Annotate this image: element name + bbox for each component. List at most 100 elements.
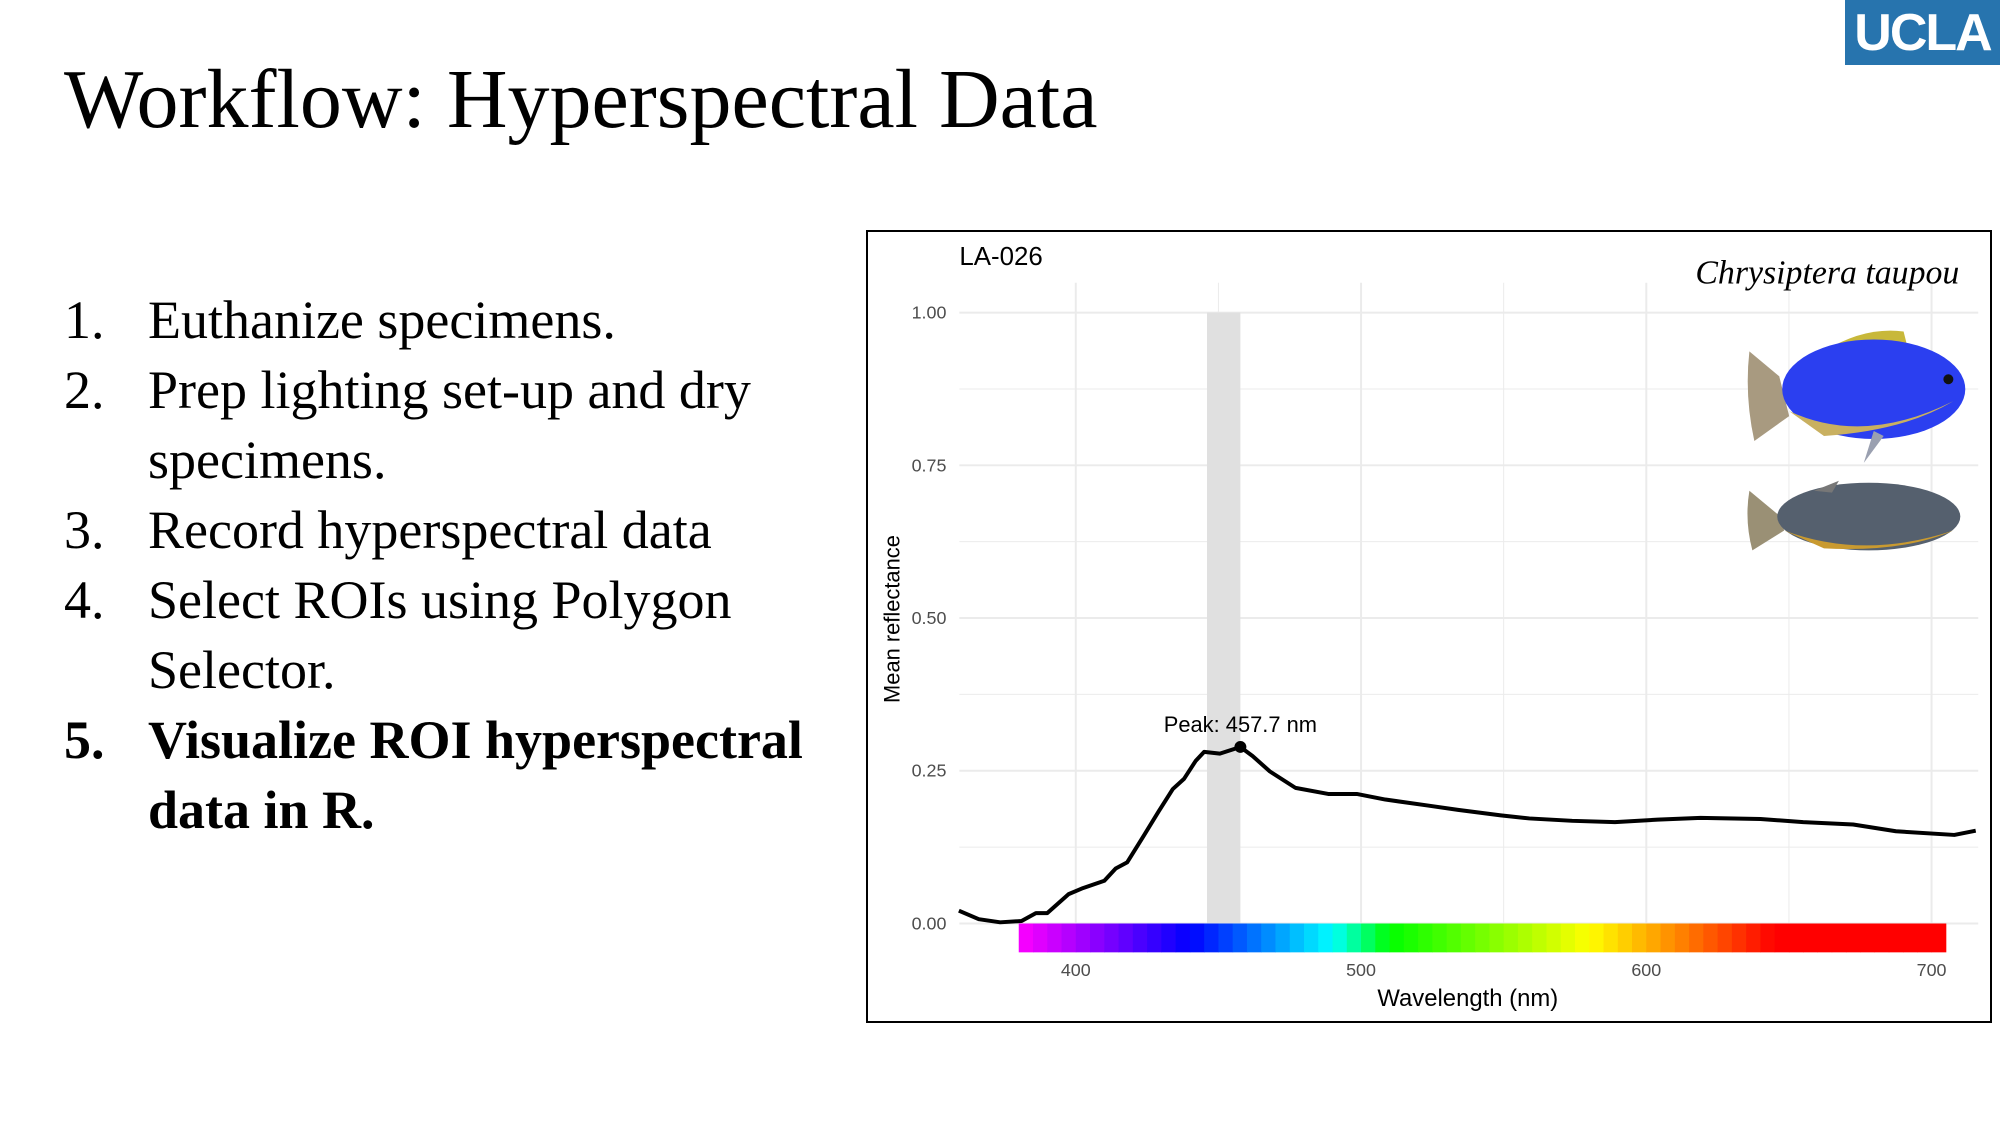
spectrum-bar-segment — [1204, 923, 1219, 953]
workflow-step: 5. Visualize ROI hyperspectral data in R. — [64, 705, 864, 845]
spectrum-bar-segment — [1161, 923, 1177, 953]
x-tick-label: 700 — [1917, 960, 1947, 980]
spectrum-bar-segment — [1332, 923, 1348, 953]
spectrum-bar-segment — [1703, 923, 1719, 953]
spectrum-bar-segment — [1560, 923, 1576, 953]
spectrum-bar-segment — [1375, 923, 1391, 953]
spectrum-bar-segment — [1731, 923, 1747, 953]
workflow-step: 2. Prep lighting set-up and dry specimens… — [64, 355, 864, 495]
step-number: 3. — [64, 500, 105, 560]
spectrum-bar-segment — [1090, 923, 1105, 953]
spectrum-bar-segment — [1232, 923, 1248, 953]
step-text: Visualize ROI hyperspectral data in R. — [148, 710, 803, 840]
spectrum-bar-segment — [1760, 923, 1776, 953]
spectrum-bar-segment — [1460, 923, 1476, 953]
y-tick-label: 1.00 — [912, 303, 947, 323]
spectrum-bar-segment — [1931, 923, 1947, 953]
chart-title: LA-026 — [959, 243, 1042, 271]
spectrum-bar-segment — [1489, 923, 1505, 953]
spectrum-bar-segment — [1845, 923, 1861, 953]
spectrum-bar-segment — [1831, 923, 1847, 953]
spectrum-bar-segment — [1674, 923, 1690, 953]
chart-svg: Peak: 457.7 nm 400 500 600 700 0.00 0.25 0.50 0… — [880, 243, 1979, 1012]
spectrum-bar-segment — [1403, 923, 1419, 953]
spectrum-bar-segment — [1574, 923, 1590, 953]
step-number: 1. — [64, 290, 105, 350]
spectrum-bar-segment — [1446, 923, 1462, 953]
x-tick-label: 400 — [1061, 960, 1091, 980]
spectrum-bar-segment — [1517, 923, 1533, 953]
spectrum-bar-segment — [1617, 923, 1633, 953]
reflectance-line — [958, 744, 1977, 925]
spectrum-bar-segment — [1646, 923, 1662, 953]
preserved-fish-image — [1747, 480, 1961, 551]
spectrum-bar-segment — [1361, 923, 1376, 953]
x-tick-label: 500 — [1346, 960, 1376, 980]
spectrum-bar-segment — [1289, 923, 1305, 953]
step-text: Prep lighting set-up and dry specimens. — [148, 360, 751, 490]
spectrum-bar-segment — [1418, 923, 1433, 953]
peak-point — [1234, 740, 1247, 753]
workflow-step: 1. Euthanize specimens. — [64, 285, 864, 355]
spectrum-bar-segment — [1275, 923, 1291, 953]
spectrum-bar-segment — [1033, 923, 1048, 953]
spectrum-bar-segment — [1018, 923, 1034, 953]
peak-highlight-band — [1207, 312, 1241, 924]
workflow-step: 3. Record hyperspectral data — [64, 495, 864, 565]
y-tick-label: 0.25 — [912, 761, 947, 781]
ucla-logo: UCLA — [1845, 0, 2000, 65]
step-number: 5. — [64, 710, 105, 770]
spectrum-bar-segment — [1589, 923, 1605, 953]
spectrum-bar-segment — [1104, 923, 1120, 953]
spectrum-bar-segment — [1189, 923, 1205, 953]
spectrum-bar-segment — [1746, 923, 1761, 953]
spectrum-bar-segment — [1475, 923, 1490, 953]
y-axis-label: Mean reflectance — [880, 535, 905, 703]
x-axis-label: Wavelength (nm) — [1377, 985, 1558, 1012]
spectrum-bar-segment — [1660, 923, 1676, 953]
step-text: Record hyperspectral data — [148, 500, 712, 560]
species-label: Chrysiptera taupou — [1695, 255, 1959, 292]
reflectance-chart: Peak: 457.7 nm 400 500 600 700 0.00 0.25 0.50 0… — [866, 230, 1992, 1023]
spectrum-bar-segment — [1061, 923, 1077, 953]
y-tick-label: 0.00 — [912, 913, 947, 933]
spectrum-bar-segment — [1175, 923, 1191, 953]
spectrum-bar-segment — [1774, 923, 1790, 953]
spectrum-bar-segment — [1532, 923, 1547, 953]
spectrum-bar-segment — [1546, 923, 1562, 953]
spectrum-bar-segment — [1632, 923, 1647, 953]
spectrum-bar-segment — [1432, 923, 1448, 953]
peak-label: Peak: 457.7 nm — [1164, 712, 1317, 737]
spectrum-bar-segment — [1318, 923, 1334, 953]
spectrum-bar-segment — [1788, 923, 1804, 953]
y-tick-label: 0.75 — [912, 455, 947, 475]
spectrum-bar-segment — [1689, 923, 1704, 953]
spectrum-bar-segment — [1132, 923, 1148, 953]
step-text: Select ROIs using Polygon Selector. — [148, 570, 732, 700]
workflow-step: 4. Select ROIs using Polygon Selector. — [64, 565, 864, 705]
spectrum-bar-segment — [1888, 923, 1904, 953]
spectrum-bar-segment — [1874, 923, 1890, 953]
spectrum-bar-segment — [1118, 923, 1134, 953]
spectrum-bar-segment — [1246, 923, 1262, 953]
spectrum-bar-segment — [1047, 923, 1063, 953]
spectrum-bar-segment — [1218, 923, 1234, 953]
spectrum-bar-segment — [1261, 923, 1276, 953]
spectrum-bar-segment — [1860, 923, 1875, 953]
x-tick-label: 600 — [1631, 960, 1661, 980]
spectrum-bar-segment — [1817, 923, 1833, 953]
spectrum-bar-segment — [1346, 923, 1362, 953]
live-fish-image — [1747, 330, 1966, 463]
spectrum-bar-segment — [1917, 923, 1933, 953]
spectrum-bar-segment — [1303, 923, 1319, 953]
spectrum-bar-segment — [1075, 923, 1091, 953]
step-number: 2. — [64, 360, 105, 420]
step-text: Euthanize specimens. — [148, 290, 616, 350]
spectrum-bar-segment — [1503, 923, 1519, 953]
spectrum-bar-segment — [1803, 923, 1818, 953]
workflow-steps: 1. Euthanize specimens. 2. Prep lighting se… — [64, 285, 864, 845]
spectrum-bar-segment — [1389, 923, 1405, 953]
slide-title: Workflow: Hyperspectral Data — [64, 53, 1098, 146]
spectrum-bar-segment — [1147, 923, 1162, 953]
spectrum-bar-segment — [1603, 923, 1619, 953]
